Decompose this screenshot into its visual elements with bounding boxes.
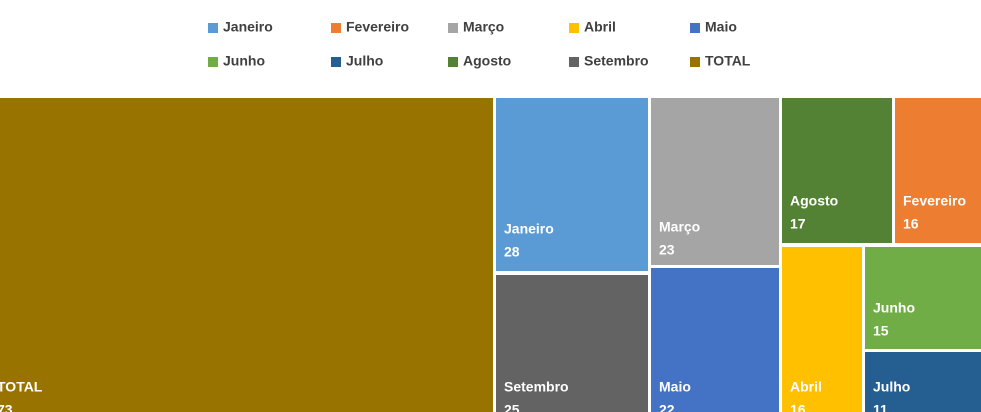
tile-value: 73 xyxy=(0,402,13,412)
tile-label: Abril xyxy=(790,379,822,395)
tile-label: Maio xyxy=(659,379,691,395)
legend-label: Abril xyxy=(584,19,616,35)
legend-label: Junho xyxy=(223,53,265,69)
legend-swatch xyxy=(690,57,700,67)
legend-swatch xyxy=(208,57,218,67)
tile-label: Julho xyxy=(873,379,910,395)
treemap-tile xyxy=(782,247,862,412)
legend-label: TOTAL xyxy=(705,53,751,69)
legend-swatch xyxy=(331,57,341,67)
legend-swatch xyxy=(208,23,218,33)
tile-value: 11 xyxy=(873,402,888,412)
legend-label: Setembro xyxy=(584,53,649,69)
legend-swatch xyxy=(569,57,579,67)
treemap-tile xyxy=(651,98,779,265)
tile-value: 22 xyxy=(659,402,675,412)
tile-value: 17 xyxy=(790,216,806,232)
legend-swatch xyxy=(448,23,458,33)
legend-label: Maio xyxy=(705,19,737,35)
tile-value: 25 xyxy=(504,402,520,412)
treemap-tile xyxy=(651,268,779,412)
tile-label: Agosto xyxy=(790,193,838,209)
tile-label: Fevereiro xyxy=(903,193,966,209)
treemap-tile xyxy=(0,98,493,412)
treemap-tile xyxy=(865,352,981,412)
tile-value: 16 xyxy=(790,402,806,412)
treemap-tile xyxy=(496,98,648,271)
legend-label: Março xyxy=(463,19,504,35)
tile-label: Junho xyxy=(873,300,915,316)
legend-label: Fevereiro xyxy=(346,19,409,35)
legend-swatch xyxy=(690,23,700,33)
tile-value: 16 xyxy=(903,216,919,232)
treemap-tile xyxy=(895,98,981,243)
legend-label: Julho xyxy=(346,53,383,69)
tile-value: 15 xyxy=(873,323,889,339)
legend-swatch xyxy=(448,57,458,67)
tile-label: Janeiro xyxy=(504,221,554,237)
tile-label: Setembro xyxy=(504,379,569,395)
tile-label: Março xyxy=(659,219,700,235)
treemap-tile xyxy=(865,247,981,349)
tile-label: TOTAL xyxy=(0,379,43,395)
legend-swatch xyxy=(569,23,579,33)
treemap-tile xyxy=(782,98,892,243)
tile-value: 28 xyxy=(504,244,520,260)
treemap-tile xyxy=(496,275,648,412)
legend-label: Janeiro xyxy=(223,19,273,35)
tile-value: 23 xyxy=(659,242,675,258)
legend-label: Agosto xyxy=(463,53,511,69)
legend-swatch xyxy=(331,23,341,33)
